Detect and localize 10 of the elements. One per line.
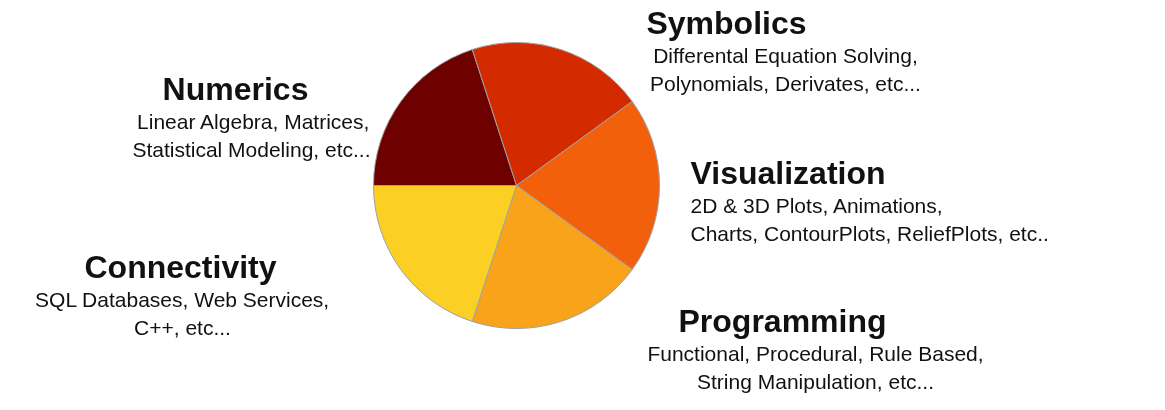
slice-label: Connectivity [84, 248, 277, 285]
text: Linear Algebra, Matrices, Statistical Modeling, etc... [132, 110, 371, 161]
slice-label: Symbolics [646, 4, 807, 41]
slice-label: Visualization [690, 154, 886, 191]
slice-label: Numerics [162, 70, 309, 107]
text: 2D & 3D Plots, Animations, Charts, ContourPlots, ReliefPlots, etc.. [690, 194, 1049, 245]
text: Differental Equation Solving, Polynomials, Derivates, etc... [650, 44, 921, 95]
slice-label: Programming [678, 302, 887, 339]
text: Functional, Procedural, Rule Based, String Manipulation, etc... [647, 342, 984, 393]
text: SQL Databases, Web Services, C++, etc... [35, 288, 330, 339]
